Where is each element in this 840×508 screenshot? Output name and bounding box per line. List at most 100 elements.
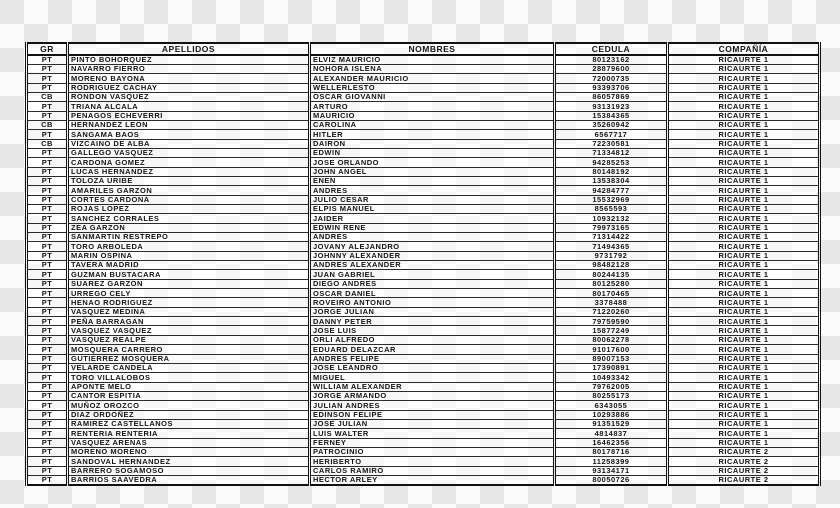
cell-compania: RICAURTE 2 [666, 456, 821, 467]
cell-compania: RICAURTE 1 [666, 157, 821, 168]
cell-gr: PT [25, 465, 68, 476]
cell-compania: RICAURTE 1 [666, 390, 821, 402]
cell-compania: RICAURTE 1 [666, 185, 821, 196]
cell-gr: PT [25, 250, 68, 262]
cell-nombres: ALEXANDER MAURICIO [308, 73, 555, 84]
cell-compania: RICAURTE 1 [666, 325, 821, 336]
cell-nombres: EDINSON FELIPE [308, 409, 555, 420]
cell-nombres: ELVIZ MAURICIO [308, 54, 555, 65]
cell-apellidos: RODRIGUEZ CACHAY [66, 82, 310, 93]
cell-nombres: JULIAN ANDRES [308, 400, 555, 411]
cell-compania: RICAURTE 1 [666, 334, 821, 346]
cell-nombres: ARTURO [308, 101, 555, 112]
cell-apellidos: VASQUEZ MEDINA [66, 306, 310, 318]
cell-cedula: 4814837 [553, 428, 668, 439]
cell-compania: RICAURTE 1 [666, 400, 821, 411]
cell-nombres: NOHORA ISLENA [308, 63, 555, 75]
column-header-nombres: NOMBRES [308, 42, 555, 56]
cell-nombres: CAROLINA [308, 119, 555, 131]
cell-gr: CB [25, 138, 68, 149]
table-row: PT RAMIREZ CASTELLANOS JOSE JULIAN 91351529… [25, 418, 821, 430]
cell-nombres: DIEGO ANDRES [308, 278, 555, 290]
cell-apellidos: SUAREZ GARZON [66, 278, 310, 290]
table-row: PT APONTE MELO WILLIAM ALEXANDER 79762005 RI… [25, 381, 821, 392]
cell-compania: RICAURTE 1 [666, 54, 821, 65]
cell-cedula: 80123162 [553, 54, 668, 65]
cell-compania: RICAURTE 1 [666, 260, 821, 271]
table-row: PT DIAZ ORDOÑEZ EDINSON FELIPE 10293886 RICA… [25, 409, 821, 420]
table-row: PT MUÑOZ OROZCO JULIAN ANDRES 6343055 RICAUR… [25, 400, 821, 411]
cell-compania: RICAURTE 2 [666, 474, 821, 486]
cell-apellidos: VASQUEZ REALPE [66, 334, 310, 346]
table-row: PT MARIN OSPINA JOHNNY ALEXANDER 9731792 RIC… [25, 250, 821, 262]
cell-compania: RICAURTE 1 [666, 175, 821, 187]
cell-cedula: 80050726 [553, 474, 668, 486]
cell-apellidos: MOSQUERA CARRERO [66, 344, 310, 355]
cell-gr: PT [25, 437, 68, 448]
cell-apellidos: TAVERA MADRID [66, 260, 310, 271]
table-row: CB VIZCAINO DE ALBA DAIRON 72230581 RICAURTE… [25, 138, 821, 149]
header-row: GR APELLIDOS NOMBRES CEDULA COMPAÑÍA [25, 42, 821, 56]
cell-compania: RICAURTE 1 [666, 344, 821, 355]
cell-gr: PT [25, 194, 68, 206]
table-row: PT GUTIERREZ MOSQUERA ANDRES FELIPE 8900715… [25, 353, 821, 364]
cell-nombres: OSCAR GIOVANNI [308, 91, 555, 103]
cell-cedula: 93131923 [553, 101, 668, 112]
cell-apellidos: RONDON VASQUEZ [66, 91, 310, 103]
cell-nombres: ANDRES [308, 232, 555, 243]
cell-cedula: 9731792 [553, 250, 668, 262]
cell-compania: RICAURTE 1 [666, 250, 821, 262]
table-row: PT RENTERIA RENTERIA LUIS WALTER 4814837 RIC… [25, 428, 821, 439]
cell-cedula: 8565593 [553, 203, 668, 215]
cell-cedula: 71314422 [553, 232, 668, 243]
table-row: PT SANDOVAL HERNANDEZ HERIBERTO 11258399 RIC… [25, 456, 821, 467]
cell-gr: PT [25, 157, 68, 168]
cell-cedula: 79762005 [553, 381, 668, 392]
cell-apellidos: SANGAMA BAOS [66, 129, 310, 140]
cell-gr: PT [25, 54, 68, 65]
cell-gr: PT [25, 147, 68, 159]
table-row: PT VASQUEZ MEDINA JORGE JULIAN 71220260 RICA… [25, 306, 821, 318]
table-row: PT LUCAS HERNANDEZ JOHN ANGEL 80148192 RICAU… [25, 166, 821, 177]
cell-compania: RICAURTE 1 [666, 418, 821, 430]
column-header-compania: COMPAÑÍA [666, 42, 821, 56]
cell-gr: PT [25, 456, 68, 467]
cell-gr: PT [25, 278, 68, 290]
cell-gr: PT [25, 110, 68, 121]
cell-gr: PT [25, 260, 68, 271]
cell-apellidos: GUZMAN BUSTACARA [66, 269, 310, 280]
table-row: PT VASQUEZ ARENAS FERNEY 16462356 RICAURTE 1 [25, 437, 821, 448]
cell-cedula: 72230581 [553, 138, 668, 149]
cell-apellidos: RAMIREZ CASTELLANOS [66, 418, 310, 430]
cell-nombres: LUIS WALTER [308, 428, 555, 439]
cell-nombres: CARLOS RAMIRO [308, 465, 555, 476]
cell-nombres: ANDRES FELIPE [308, 353, 555, 364]
cell-apellidos: CANTOR ESPITIA [66, 390, 310, 402]
cell-apellidos: MORENO MORENO [66, 446, 310, 458]
cell-gr: PT [25, 269, 68, 280]
table-row: PT ROJAS LOPEZ ELPIS MANUEL 8565593 RICAURTE… [25, 203, 821, 215]
cell-cedula: 71494365 [553, 241, 668, 252]
cell-cedula: 79973165 [553, 222, 668, 234]
column-header-apellidos: APELLIDOS [66, 42, 310, 56]
cell-cedula: 3378488 [553, 297, 668, 308]
cell-nombres: DAIRON [308, 138, 555, 149]
cell-nombres: DANNY PETER [308, 316, 555, 327]
cell-cedula: 6567717 [553, 129, 668, 140]
cell-gr: PT [25, 353, 68, 364]
cell-gr: PT [25, 400, 68, 411]
cell-nombres: JOSE LUIS [308, 325, 555, 336]
cell-apellidos: VELARDE CANDELA [66, 362, 310, 374]
cell-compania: RICAURTE 1 [666, 194, 821, 206]
cell-apellidos: PEÑA BARRAGAN [66, 316, 310, 327]
cell-nombres: EDWIN [308, 147, 555, 159]
cell-compania: RICAURTE 1 [666, 138, 821, 149]
cell-compania: RICAURTE 1 [666, 129, 821, 140]
table-row: PT GALLEGO VASQUEZ EDWIN 71334812 RICAURTE 1 [25, 147, 821, 159]
table-row: PT TORO ARBOLEDA JOVANY ALEJANDRO 71494365 R… [25, 241, 821, 252]
cell-apellidos: DIAZ ORDOÑEZ [66, 409, 310, 420]
cell-gr: PT [25, 372, 68, 383]
table-row: PT MORENO BAYONA ALEXANDER MAURICIO 7200073… [25, 73, 821, 84]
cell-nombres: ROVEIRO ANTONIO [308, 297, 555, 308]
